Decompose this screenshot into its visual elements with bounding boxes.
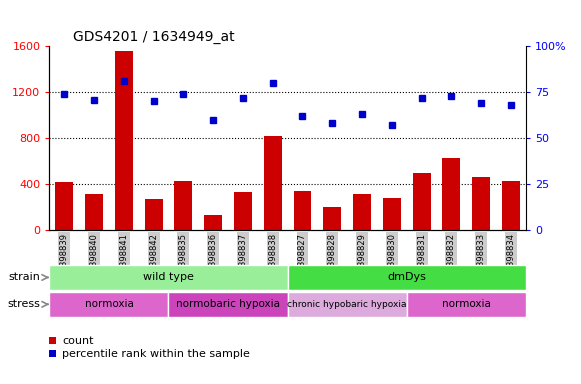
Bar [174,181,192,230]
Bar [85,194,103,230]
Bar [502,181,520,230]
Bar [145,199,163,230]
Text: percentile rank within the sample: percentile rank within the sample [62,349,250,359]
Text: stress: stress [8,299,41,310]
Bar [264,136,282,230]
Bar [288,265,526,290]
Text: normoxia: normoxia [84,299,134,310]
Bar [407,292,526,317]
Bar [443,158,460,230]
Text: GDS4201 / 1634949_at: GDS4201 / 1634949_at [73,30,235,44]
Bar [353,194,371,230]
Bar [115,51,132,230]
Bar [413,173,431,230]
Text: dmDys: dmDys [388,272,426,283]
Bar [472,177,490,230]
Bar [55,182,73,230]
Text: chronic hypobaric hypoxia: chronic hypobaric hypoxia [288,300,407,309]
Text: normobaric hypoxia: normobaric hypoxia [176,299,280,310]
Text: normoxia: normoxia [442,299,491,310]
Bar [293,191,311,230]
Bar [168,292,288,317]
Bar [288,292,407,317]
Text: wild type: wild type [143,272,194,283]
Bar [49,265,288,290]
Text: strain: strain [9,272,41,283]
Bar [49,292,168,317]
Bar [205,215,222,230]
Bar [234,192,252,230]
Bar [383,198,401,230]
Bar [323,207,341,230]
Text: count: count [62,336,94,346]
